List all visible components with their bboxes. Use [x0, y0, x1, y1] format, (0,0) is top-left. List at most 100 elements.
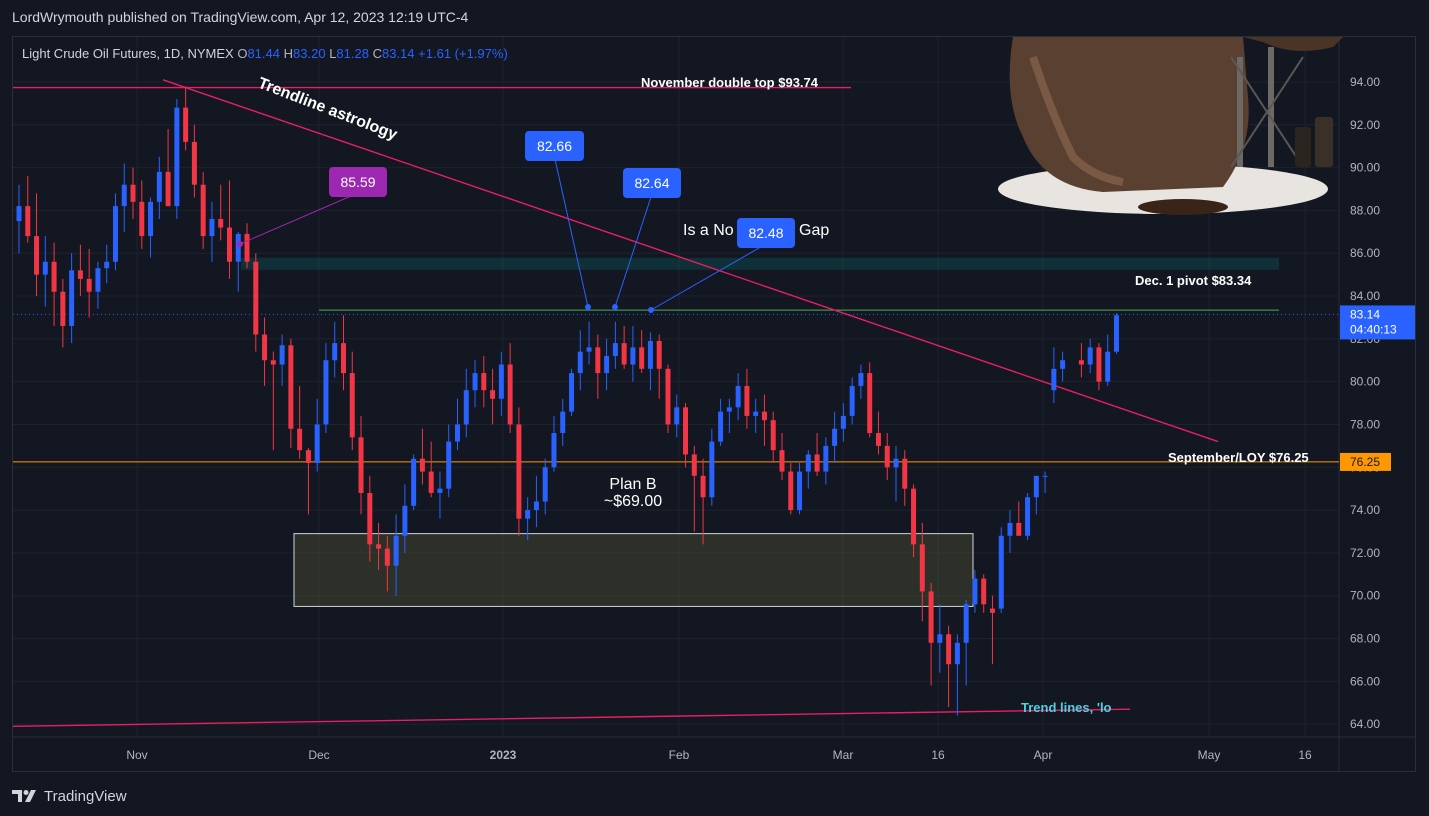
candle-body — [332, 343, 338, 361]
candle-body — [893, 458, 899, 468]
y-tick-label: 70.00 — [1350, 589, 1380, 603]
header-bar: LordWrymouth published on TradingView.co… — [0, 0, 1429, 36]
candle-body — [288, 345, 294, 429]
x-tick-label: Feb — [669, 748, 690, 762]
candle-body — [253, 261, 259, 335]
tag-82-66-point — [585, 304, 591, 310]
dec-pivot-label: Dec. 1 pivot $83.34 — [1135, 273, 1252, 288]
candle-body — [51, 261, 57, 292]
symbol-legend: Light Crude Oil Futures, 1D, NYMEX O81.4… — [22, 46, 508, 61]
candle-body — [998, 535, 1004, 609]
candle-body — [718, 411, 724, 442]
candle-body — [25, 206, 31, 237]
candle-body — [683, 407, 689, 455]
y-tick-label: 88.00 — [1350, 203, 1380, 217]
chart-pane[interactable]: 94.0092.0090.0088.0086.0084.0082.0080.00… — [12, 36, 1416, 772]
candle-body — [1033, 475, 1039, 498]
candle-body — [165, 171, 171, 207]
candle-body — [376, 544, 382, 549]
candle-body — [709, 441, 715, 498]
candle-body — [832, 428, 838, 446]
tag-85-59-leader — [239, 192, 359, 245]
x-tick-label: Mar — [833, 748, 854, 762]
candle-body — [112, 206, 118, 262]
candle-body — [490, 390, 496, 399]
candle-body — [902, 458, 908, 489]
candle-body — [875, 433, 881, 446]
candle-body — [174, 107, 180, 207]
candle-body — [770, 420, 776, 451]
gap-label-left: Is a No — [683, 222, 734, 239]
candle-body — [665, 368, 671, 425]
symbol-title[interactable]: Light Crude Oil Futures, 1D, NYMEX — [22, 46, 234, 61]
tag-85-59-point — [237, 241, 243, 247]
candle-body — [323, 360, 329, 425]
candle-body — [411, 458, 417, 506]
candle-body — [42, 261, 48, 275]
close-value: 83.14 — [381, 46, 415, 61]
level-price-value: 76.25 — [1350, 455, 1380, 469]
high-label: H — [283, 46, 294, 61]
candle-body — [1060, 360, 1066, 369]
candle-body — [437, 488, 443, 493]
y-tick-label: 90.00 — [1350, 161, 1380, 175]
candle-body — [121, 184, 127, 207]
plan-b-target-label: ~$69.00 — [604, 493, 662, 510]
candle-body — [954, 642, 960, 665]
last-price-value: 83.14 — [1350, 307, 1380, 321]
tradingview-logo-icon — [12, 789, 38, 803]
november-gap-zone — [241, 257, 1279, 270]
candle-body — [1078, 360, 1084, 365]
candle-body — [1113, 315, 1119, 352]
candle-body — [604, 355, 610, 374]
candle-body — [16, 206, 22, 222]
candle-body — [989, 608, 995, 613]
open-value: 81.44 — [247, 46, 280, 61]
candle-body — [455, 424, 460, 442]
candle-body — [481, 373, 487, 391]
candle-body — [779, 450, 785, 472]
candle-body — [349, 373, 355, 438]
candle-body — [130, 184, 136, 202]
x-tick-label: Dec — [308, 748, 329, 762]
candle-body — [191, 141, 197, 185]
plan-b-zone — [293, 533, 974, 607]
candle-body — [647, 340, 653, 369]
tag-85-59-value: 85.59 — [340, 174, 375, 190]
tag-82-48-leader — [650, 243, 767, 311]
footer-brand[interactable]: TradingView — [12, 784, 127, 808]
candle-body — [384, 548, 390, 566]
close-label: C — [372, 46, 382, 61]
candle-body — [1105, 351, 1111, 382]
candle-body — [428, 471, 434, 493]
trend-lines-label: Trend lines, 'lo — [1021, 700, 1112, 715]
candle-body — [612, 343, 618, 356]
candle-body — [472, 373, 478, 391]
candle-body — [209, 218, 215, 237]
candle-body — [919, 544, 925, 592]
low-value: 81.28 — [336, 46, 369, 61]
candle-body — [235, 233, 241, 262]
candle-body — [858, 373, 864, 386]
candle-body — [156, 171, 162, 202]
candle-body — [744, 385, 750, 416]
candle-body — [270, 360, 276, 365]
high-value: 83.20 — [293, 46, 326, 61]
candle-body — [1051, 368, 1057, 391]
tag-82-48-value: 82.48 — [748, 225, 783, 241]
candle-body — [621, 343, 627, 365]
x-tick-label: Nov — [126, 748, 147, 762]
chart-svg[interactable]: 94.0092.0090.0088.0086.0084.0082.0080.00… — [12, 37, 1415, 771]
candle-body — [911, 488, 917, 545]
candle-body — [463, 390, 469, 425]
candle-body — [805, 454, 811, 472]
candle-body — [726, 407, 732, 412]
candle-body — [104, 261, 110, 269]
candle-body — [60, 291, 66, 326]
candle-body — [1007, 522, 1013, 536]
candle-body — [297, 428, 303, 451]
x-tick-label: Apr — [1034, 748, 1053, 762]
last-price-tag — [1340, 305, 1415, 340]
candle-body — [533, 501, 539, 511]
candle-body — [262, 334, 268, 361]
